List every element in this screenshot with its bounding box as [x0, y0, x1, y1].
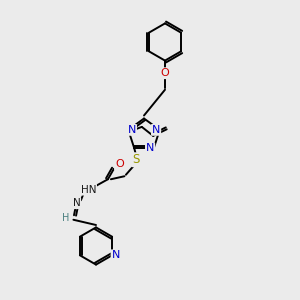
Text: O: O [115, 159, 124, 169]
Text: N: N [128, 125, 136, 135]
Text: H: H [62, 213, 70, 223]
Text: HN: HN [81, 185, 96, 195]
Text: N: N [73, 198, 80, 208]
Text: N: N [146, 143, 154, 153]
Text: N: N [112, 250, 120, 260]
Text: O: O [160, 68, 169, 78]
Text: S: S [132, 153, 140, 166]
Text: N: N [152, 125, 160, 135]
